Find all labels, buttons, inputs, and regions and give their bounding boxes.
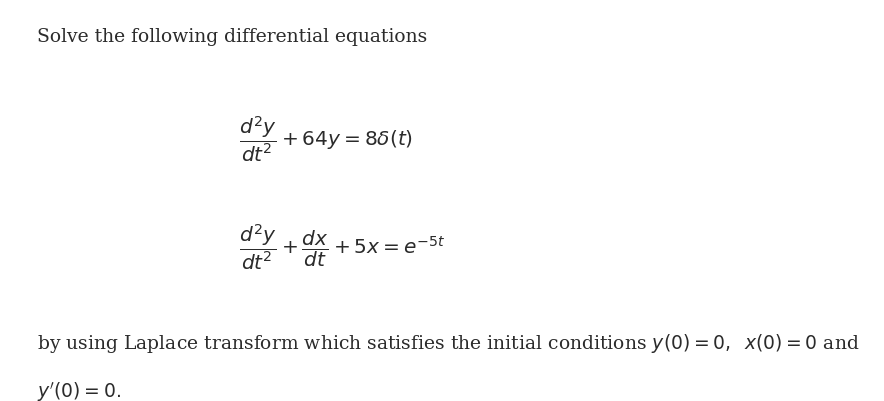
Text: $\dfrac{d^{2}y}{dt^{2}}+64y=8\delta(t)$: $\dfrac{d^{2}y}{dt^{2}}+64y=8\delta(t)$ — [239, 113, 413, 163]
Text: by using Laplace transform which satisfies the initial conditions $y(0)=0,\;\; x: by using Laplace transform which satisfi… — [37, 331, 859, 354]
Text: Solve the following differential equations: Solve the following differential equatio… — [37, 28, 427, 46]
Text: $y'(0)=0.$: $y'(0)=0.$ — [37, 379, 121, 401]
Text: $\dfrac{d^{2}y}{dt^{2}}+\dfrac{dx}{dt}+5x=e^{-5t}$: $\dfrac{d^{2}y}{dt^{2}}+\dfrac{dx}{dt}+5… — [239, 222, 445, 271]
